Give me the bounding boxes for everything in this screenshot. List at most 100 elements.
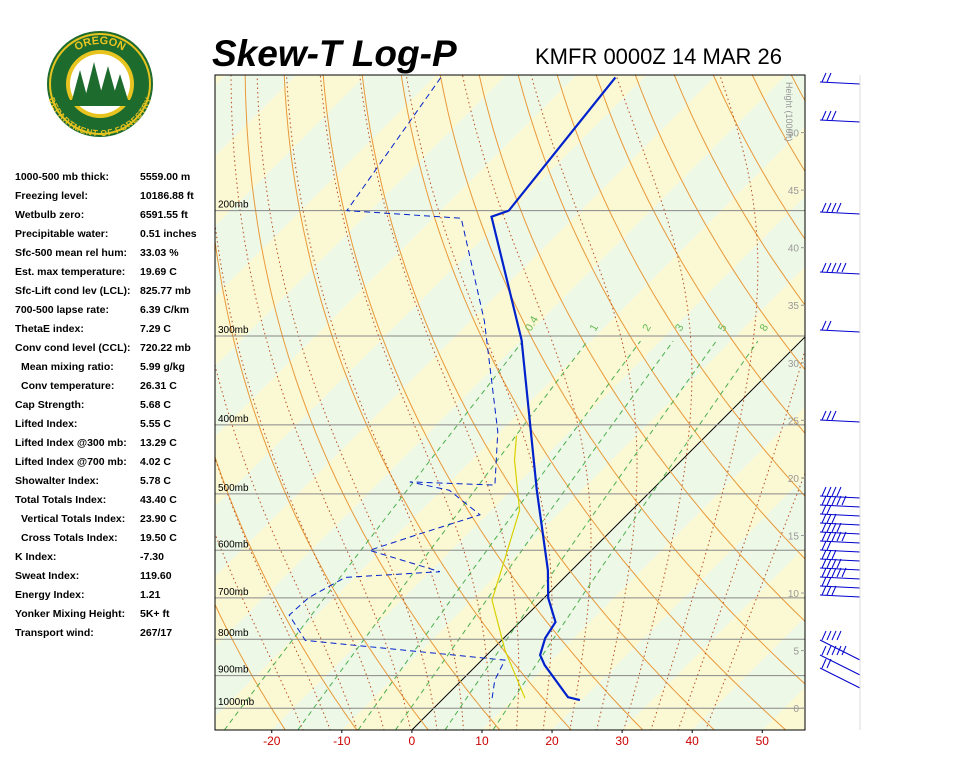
height-tick-label: 45 [788,186,800,197]
x-tick-label: 20 [545,734,559,748]
logo-trees [72,62,128,102]
stat-value: 26.31 C [140,380,177,392]
barb-flag [821,531,827,542]
barb-flag [841,567,847,578]
stat-value: 43.40 C [140,494,177,506]
logo-top-text: OREGON [73,35,128,54]
isotherm-band [215,126,805,730]
stat-label: Total Totals Index: [15,494,106,506]
barb-flag [826,531,832,542]
stat-label: Conv temperature: [21,380,114,392]
barb-shaft [819,567,861,571]
mixing-ratio-label: 1 [588,322,601,333]
barb-flag [826,645,832,656]
stat-value: 1.21 [140,589,161,601]
stat-value: 23.90 C [140,513,177,525]
dry-adiabat [556,75,805,497]
stat-label: Conv cond level (CCL): [15,342,131,354]
barb-flag [836,645,842,656]
barb-flag [826,658,832,669]
height-tick-label: 25 [788,416,800,427]
dry-adiabat [517,75,805,560]
barb-flag [826,504,832,515]
barb-shaft [819,211,861,215]
stat-label: Cap Strength: [15,399,84,411]
barb-flag [841,645,847,656]
x-tick-label: 10 [475,734,489,748]
barb-flag [826,585,832,596]
dry-adiabat [478,75,805,623]
stat-label: Cross Totals Index: [21,532,118,544]
barb-flag [836,262,842,273]
barb-flag [836,495,842,506]
barb-flag [841,531,847,542]
dry-adiabat [790,75,805,102]
height-tick-label: 20 [788,474,800,485]
barb-flag [821,576,827,587]
barb-flag [826,110,832,121]
barb-flag [821,540,827,551]
isotherm-band [692,617,805,730]
stat-value: 4.02 C [140,456,171,468]
pressure-label: 300mb [218,325,249,336]
stat-value: 6591.55 ft [140,209,188,221]
height-tick-label: 35 [788,301,800,312]
barb-flag [831,630,837,641]
barb-flag [836,522,842,533]
stat-value: 5559.00 m [140,171,190,183]
barb-flag [826,320,832,331]
barb-flag [831,567,837,578]
isotherm-band [271,196,805,730]
barb-flag [821,202,827,213]
barb-flag [826,567,832,578]
logo-rim [49,33,151,135]
dry-adiabat [400,75,787,730]
stat-value: 5.99 g/kg [140,361,185,373]
barb-flag [821,110,827,121]
stat-value: 33.03 % [140,247,179,259]
x-tick-label: -30 [193,734,211,748]
height-tick-label: 5 [793,647,799,658]
barb-flag [826,522,832,533]
barb-shaft [819,271,861,275]
barb-flag [831,585,837,596]
dry-adiabat [908,75,960,730]
pressure-label: 600mb [218,539,249,550]
barb-shaft [819,522,861,526]
barb-flag [836,202,842,213]
barb-flag [821,495,827,506]
mixing-ratio-label: 5 [716,322,729,333]
isotherm-band [341,266,805,730]
barb-flag [836,531,842,542]
isotherm-band [482,407,805,730]
mixing-ratio-line [444,340,717,730]
barb-shaft [819,594,861,598]
stat-label: Wetbulb zero: [15,209,84,221]
barb-shaft [819,329,861,333]
barb-flag [831,513,837,524]
plot-area: 0.4 1 2 3 5 8200mb300mb400mb500mb600mb700mb80… [215,75,960,730]
x-tick-label: 40 [686,734,700,748]
mixing-ratio-line [223,340,524,730]
barb-flag [826,630,832,641]
moist-adiabat [230,75,412,730]
pressure-label: 400mb [218,414,249,425]
stat-value: 5.55 C [140,418,171,430]
stat-label: Mean mixing ratio: [21,361,114,373]
barb-flag [836,567,842,578]
pressure-label: 700mb [218,587,249,598]
barb-flag [826,486,832,497]
stat-label: Lifted Index @300 mb: [15,437,127,449]
stat-label: Vertical Totals Index: [21,513,125,525]
dry-adiabat [595,75,805,434]
height-tick-label: 0 [793,704,799,715]
mixing-ratio-line [492,340,759,730]
height-tick-label: 50 [788,129,800,140]
height-tick-label: 15 [788,531,800,542]
barb-shaft [819,513,861,517]
pressure-label: 900mb [218,665,249,676]
barb-flag [831,262,837,273]
dry-adiabat [439,75,805,685]
